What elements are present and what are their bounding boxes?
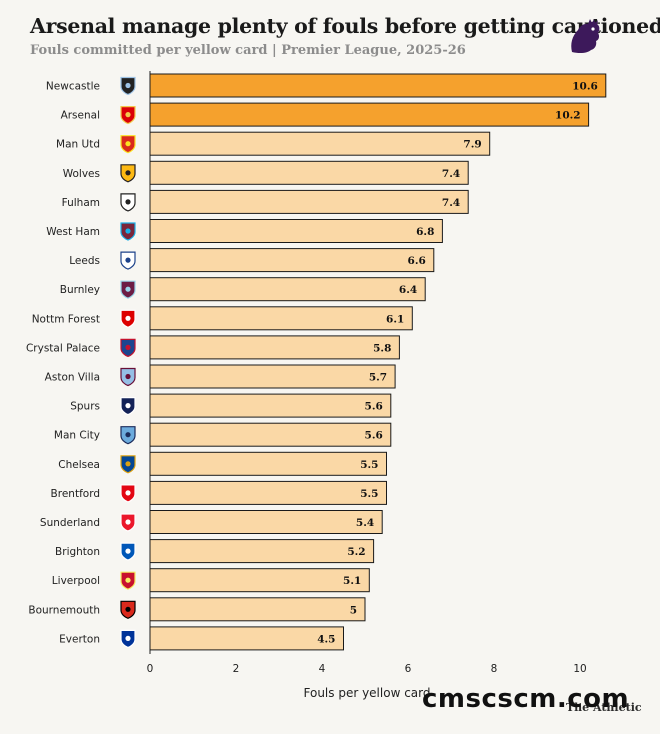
crystal-palace-badge-icon — [120, 338, 136, 358]
category-label-burnley: Burnley — [60, 284, 100, 296]
value-label-chelsea: 5.5 — [360, 459, 378, 471]
bar-man-city — [149, 422, 392, 447]
category-label-wolves: Wolves — [63, 168, 100, 180]
value-label-brentford: 5.5 — [360, 488, 378, 500]
bar-sunderland — [149, 510, 383, 534]
x-tick-label-10: 10 — [573, 663, 586, 675]
bar-man-utd — [149, 131, 491, 156]
brand-label: The Athletic — [566, 701, 642, 714]
category-label-man-utd: Man Utd — [56, 139, 100, 151]
bar-everton — [149, 626, 344, 651]
category-label-sunderland: Sunderland — [40, 517, 100, 529]
wolves-badge-icon — [120, 164, 136, 183]
value-label-man-city: 5.6 — [365, 430, 383, 442]
bar-west-ham — [149, 219, 443, 243]
category-label-brighton: Brighton — [55, 546, 100, 558]
value-label-leeds: 6.6 — [408, 255, 426, 267]
bar-brentford — [149, 480, 387, 505]
value-label-spurs: 5.6 — [365, 401, 383, 413]
liverpool-badge-icon — [120, 571, 136, 590]
burnley-badge-icon — [120, 280, 136, 299]
x-tick-label-4: 4 — [319, 663, 326, 675]
leeds-badge-icon — [120, 251, 136, 270]
sunderland-badge-icon — [120, 513, 136, 532]
value-label-arsenal: 10.2 — [555, 110, 581, 122]
bar-liverpool — [149, 568, 370, 593]
watermark: cmscscm.com — [422, 684, 630, 714]
x-tick-label-2: 2 — [233, 663, 240, 675]
value-label-bournemouth: 5 — [350, 604, 357, 616]
bar-newcastle — [149, 73, 607, 98]
value-label-everton: 4.5 — [317, 633, 335, 645]
value-label-newcastle: 10.6 — [572, 81, 598, 93]
x-axis-label: Fouls per yellow card — [304, 686, 431, 700]
chelsea-badge-icon — [120, 455, 136, 474]
category-label-newcastle: Newcastle — [46, 81, 100, 93]
category-label-nottm-forest: Nottm Forest — [32, 313, 100, 325]
aston-villa-badge-icon — [120, 367, 136, 387]
west-ham-badge-icon — [120, 222, 136, 241]
x-tick-label-8: 8 — [491, 663, 498, 675]
category-label-aston-villa: Aston Villa — [45, 372, 100, 384]
man-city-badge-icon — [120, 426, 136, 445]
category-label-brentford: Brentford — [51, 488, 100, 500]
value-label-crystal-palace: 5.8 — [373, 342, 391, 354]
category-label-man-city: Man City — [54, 430, 100, 442]
category-label-spurs: Spurs — [70, 401, 100, 413]
bar-leeds — [149, 248, 435, 273]
brentford-badge-icon — [120, 484, 136, 503]
nottm-forest-badge-icon — [120, 309, 136, 328]
value-label-wolves: 7.4 — [442, 168, 460, 180]
everton-badge-icon — [120, 629, 136, 649]
category-label-west-ham: West Ham — [46, 226, 100, 238]
spurs-badge-icon — [120, 397, 136, 416]
brighton-badge-icon — [120, 542, 136, 561]
value-label-burnley: 6.4 — [399, 284, 417, 296]
man-utd-badge-icon — [120, 135, 136, 154]
category-label-liverpool: Liverpool — [52, 575, 100, 587]
category-label-chelsea: Chelsea — [58, 459, 100, 471]
bar-arsenal — [149, 102, 590, 127]
bar-spurs — [149, 393, 392, 418]
arsenal-badge-icon — [120, 106, 136, 125]
category-label-everton: Everton — [59, 633, 100, 645]
bar-wolves — [149, 160, 469, 185]
value-label-liverpool: 5.1 — [343, 575, 361, 587]
value-label-west-ham: 6.8 — [416, 226, 434, 238]
category-label-fulham: Fulham — [62, 197, 100, 209]
premier-league-lion-icon — [571, 19, 600, 54]
bar-chelsea — [149, 451, 387, 476]
value-label-brighton: 5.2 — [347, 546, 365, 558]
value-label-aston-villa: 5.7 — [369, 372, 387, 384]
fulham-badge-icon — [120, 193, 136, 212]
category-label-crystal-palace: Crystal Palace — [26, 342, 100, 354]
bar-burnley — [149, 277, 426, 302]
x-tick-label-6: 6 — [405, 663, 412, 675]
bournemouth-badge-icon — [120, 600, 136, 619]
chart-subtitle: Fouls committed per yellow card | Premie… — [30, 43, 466, 58]
value-label-sunderland: 5.4 — [356, 517, 374, 529]
bar-brighton — [149, 539, 375, 564]
bar-bournemouth — [149, 597, 366, 622]
value-label-nottm-forest: 6.1 — [386, 313, 404, 325]
bar-aston-villa — [149, 364, 396, 389]
category-label-arsenal: Arsenal — [61, 110, 100, 122]
x-tick-label-0: 0 — [147, 663, 154, 675]
value-label-fulham: 7.4 — [442, 197, 460, 209]
category-label-leeds: Leeds — [69, 255, 100, 267]
bar-fulham — [149, 189, 469, 214]
bar-nottm-forest — [149, 306, 413, 331]
newcastle-badge-icon — [120, 76, 136, 96]
category-label-bournemouth: Bournemouth — [28, 604, 100, 616]
bar-crystal-palace — [149, 335, 400, 360]
chart-title: Arsenal manage plenty of fouls before ge… — [30, 14, 660, 38]
value-label-man-utd: 7.9 — [463, 139, 481, 151]
